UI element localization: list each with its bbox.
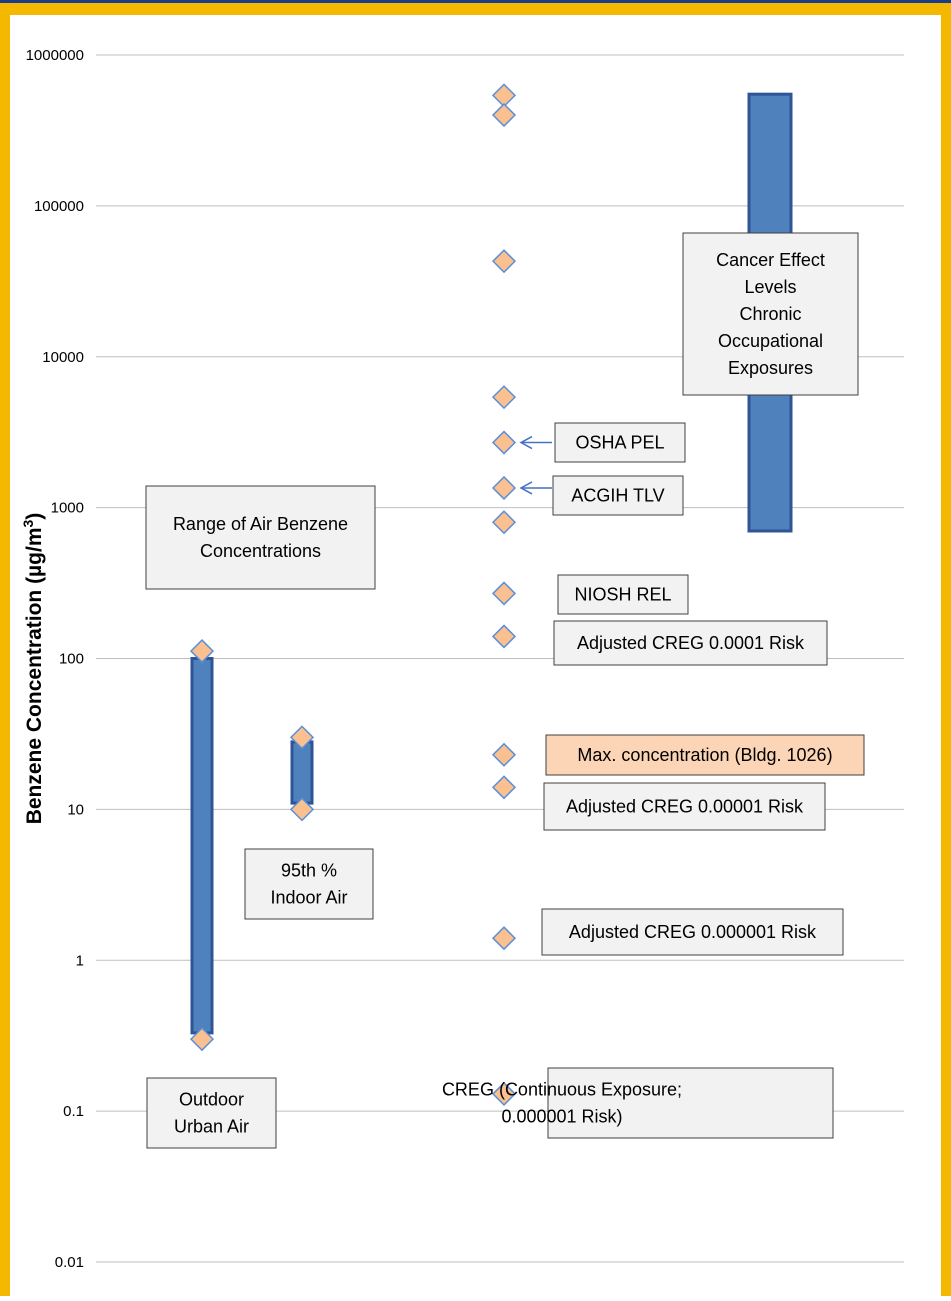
y-tick-label: 0.01 <box>55 1254 84 1271</box>
data-point-diamond <box>189 639 215 664</box>
outdoor-urban-air-label-box <box>146 1077 277 1149</box>
creg-0001-label-text: Adjusted CREG 0.0001 Risk <box>577 633 805 653</box>
creg-000001-label: Adjusted CREG 0.000001 Risk <box>541 908 844 956</box>
osha-pel-label-text: OSHA PEL <box>575 433 664 453</box>
data-point-diamond <box>491 581 517 606</box>
data-point-diamond <box>491 742 517 767</box>
y-tick-label: 10000 <box>42 349 84 366</box>
indoor-air-label: 95th % Indoor Air <box>244 848 374 920</box>
indoor-air-label-text: Indoor Air <box>270 888 347 908</box>
max-concentration-label: Max. concentration (Bldg. 1026) <box>545 734 865 776</box>
creg-0001-label-box <box>553 620 828 666</box>
data-point-diamond <box>491 510 517 535</box>
acgih-tlv-label-box <box>552 475 684 516</box>
cancer-effect-label-text: Cancer Effect <box>716 250 825 270</box>
cancer-effect-label: Cancer Effect Levels Chronic Occupational Ex… <box>682 232 859 396</box>
acgih-tlv-label: ACGIH TLV <box>552 475 684 516</box>
arrow-layer <box>519 435 552 495</box>
y-tick-label: 0.1 <box>63 1103 84 1120</box>
range-air-benzene-label-text: Range of Air Benzene <box>173 514 348 534</box>
niosh-rel-label-text: NIOSH REL <box>574 585 671 605</box>
acgih-tlv-arrow-head <box>519 481 533 495</box>
data-point-diamond <box>491 102 517 128</box>
creg-00001-label-text: Adjusted CREG 0.00001 Risk <box>566 797 804 817</box>
creg-0001-label: Adjusted CREG 0.0001 Risk <box>553 620 828 666</box>
osha-pel-label-box <box>554 422 686 463</box>
data-point-diamond <box>491 926 517 951</box>
cancer-effect-label-text: Chronic <box>739 304 801 324</box>
indoor-air-range <box>290 740 314 805</box>
data-point-diamond <box>491 385 517 410</box>
max-concentration-label-box <box>545 734 865 776</box>
annotation-layer: Range of Air Benzene Concentrations 95th %… <box>145 232 865 1149</box>
y-tick-label: 10 <box>67 801 84 818</box>
indoor-air-label-text: 95th % <box>281 861 337 881</box>
osha-pel-arrow-head <box>519 435 533 450</box>
niosh-rel-label-box <box>557 574 689 615</box>
creg-continuous-label-text: CREG (Continuous Exposure; <box>442 1080 682 1100</box>
creg-continuous-label-text: 0.000001 Risk) <box>501 1107 622 1127</box>
y-tick-label: 1000000 <box>26 47 84 64</box>
y-axis-label-group: Benzene Concentration (µg/m3) <box>20 513 46 825</box>
y-tick-label: 1 <box>76 952 84 969</box>
data-point-diamond <box>189 1027 215 1052</box>
data-point-diamond <box>491 475 517 501</box>
outdoor-urban-air-label: Outdoor Urban Air <box>146 1077 277 1149</box>
creg-000001-label-text: Adjusted CREG 0.000001 Risk <box>569 922 817 942</box>
outdoor-urban-air-label-text: Urban Air <box>174 1117 249 1137</box>
data-point-diamond <box>289 725 315 750</box>
tick-layer: 1000000 100000 10000 1000 100 10 1 0.1 0.01 <box>26 47 84 1271</box>
y-tick-label: 100 <box>59 651 84 668</box>
data-point-diamond <box>491 775 517 800</box>
outdoor-urban-air-range <box>190 657 214 1035</box>
range-air-benzene-label-text: Concentrations <box>200 541 321 561</box>
cancer-effect-label-text: Levels <box>744 277 796 297</box>
max-concentration-label-text: Max. concentration (Bldg. 1026) <box>577 745 832 765</box>
creg-00001-label: Adjusted CREG 0.00001 Risk <box>543 782 826 831</box>
range-air-benzene-label: Range of Air Benzene Concentrations <box>145 485 376 590</box>
outdoor-urban-air-label-text: Outdoor <box>179 1090 244 1110</box>
indoor-air-label-box <box>244 848 374 920</box>
niosh-rel-label: NIOSH REL <box>557 574 689 615</box>
data-point-diamond <box>491 249 517 274</box>
cancer-effect-label-text: Occupational <box>718 331 823 351</box>
creg-000001-label-box <box>541 908 844 956</box>
creg-continuous-label-box <box>547 1067 834 1139</box>
osha-pel-label: OSHA PEL <box>554 422 686 463</box>
data-point-diamond <box>491 430 517 455</box>
range-air-benzene-label-box <box>145 485 376 590</box>
point-layer <box>189 83 517 1106</box>
y-tick-label: 1000 <box>51 500 84 517</box>
y-axis-label: Benzene Concentration (µg/m3) <box>20 513 46 825</box>
creg-continuous-label: CREG (Continuous Exposure; 0.000001 Risk) <box>442 1067 834 1139</box>
y-tick-label: 100000 <box>34 198 84 215</box>
data-point-diamond <box>491 1081 517 1106</box>
cancer-effect-label-box <box>682 232 859 396</box>
top-band <box>0 0 951 3</box>
data-point-diamond <box>289 797 315 822</box>
data-point-diamond <box>491 624 517 649</box>
creg-00001-label-box <box>543 782 826 831</box>
acgih-tlv-label-text: ACGIH TLV <box>571 486 664 506</box>
cancer-effect-label-text: Exposures <box>728 358 813 378</box>
